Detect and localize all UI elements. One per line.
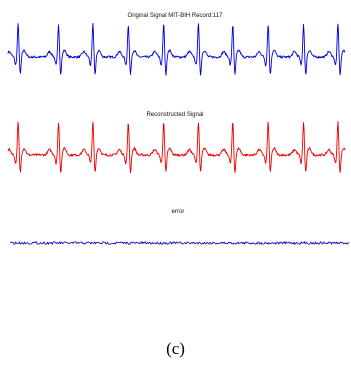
reconstructed-signal-title: Reconstructed Signal — [146, 112, 203, 118]
original-signal-panel: Original Signal MIT-BIH Record:117 — [7, 13, 346, 76]
error-title: error — [172, 209, 185, 215]
figure-caption: (c) — [166, 339, 185, 358]
error-panel: error — [9, 209, 350, 245]
reconstructed-signal-line — [7, 121, 346, 174]
original-signal-line — [7, 22, 346, 76]
error-line — [9, 241, 350, 245]
reconstructed-signal-panel: Reconstructed Signal — [7, 112, 346, 174]
original-signal-title: Original Signal MIT-BIH Record:117 — [128, 13, 224, 19]
